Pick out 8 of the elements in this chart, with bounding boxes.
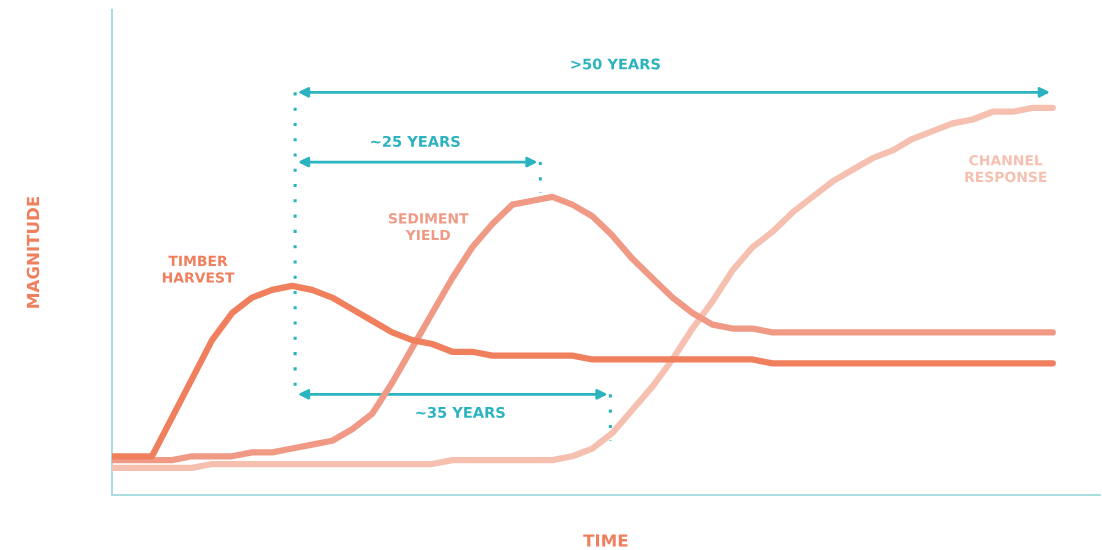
annotation: ~35 YEARS bbox=[416, 406, 505, 418]
annotation: ~25 YEARS bbox=[371, 135, 460, 147]
x-axis-title: TIME bbox=[583, 534, 628, 547]
text: CHANNEL RESPONSE bbox=[965, 155, 1047, 183]
text: >50 YEARS bbox=[571, 58, 660, 70]
series-label: SEDIMENT YIELD bbox=[388, 213, 469, 240]
series-label: TIMBER HARVEST bbox=[162, 255, 235, 283]
y-axis-title: MAGNITUDE bbox=[26, 196, 40, 308]
